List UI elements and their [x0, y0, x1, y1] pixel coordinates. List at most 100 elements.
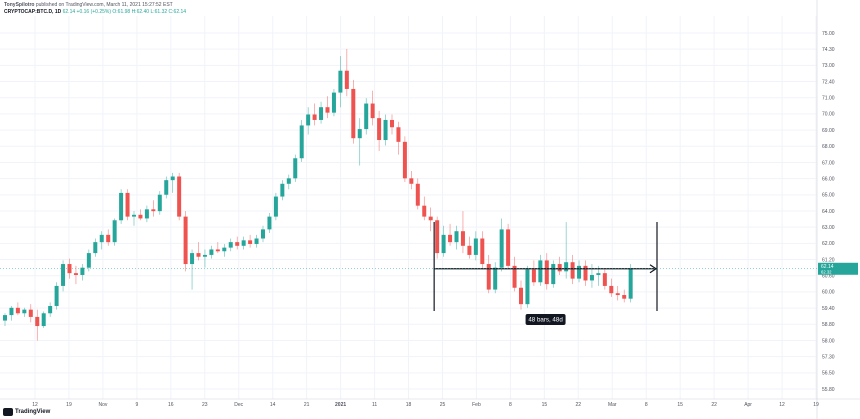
candle — [370, 90, 375, 126]
candle — [357, 118, 362, 166]
x-tick-label: 19 — [66, 402, 72, 408]
candle — [583, 260, 588, 286]
ohlc-values: O:61.98 H:62.40 L:61.32 C:62.14 — [112, 9, 187, 15]
candle — [183, 211, 188, 272]
candle — [312, 103, 317, 126]
candle — [61, 260, 66, 292]
candle — [577, 260, 582, 283]
last-value: 62.14 — [62, 9, 76, 15]
y-tick-label: 67.00 — [822, 160, 835, 166]
candle-body — [570, 262, 575, 279]
last-price-value: 62.14 — [821, 264, 834, 270]
candle — [331, 88, 336, 117]
candle — [267, 212, 272, 234]
candle-body — [441, 234, 446, 254]
candle-body — [357, 129, 362, 139]
price-axis[interactable]: 75.00 74.30 73.00 72.40 71.00 70.00 69.00 68.00… — [816, 0, 835, 419]
candle-body — [370, 103, 375, 119]
candle — [28, 304, 33, 323]
candle — [209, 245, 214, 259]
candle — [538, 254, 543, 286]
candle-body — [480, 238, 485, 265]
candle-body — [628, 268, 633, 299]
candle — [628, 264, 633, 303]
candle-body — [170, 176, 175, 181]
candle — [54, 282, 59, 310]
candle — [215, 242, 220, 254]
candle-body — [531, 269, 536, 283]
candle — [441, 225, 446, 257]
candle — [261, 225, 265, 243]
candle-body — [93, 242, 98, 254]
candle-body — [54, 285, 59, 306]
candle-body — [467, 245, 472, 255]
candle — [222, 243, 227, 257]
candle-body — [338, 70, 343, 93]
candle — [138, 209, 143, 221]
candle — [319, 101, 324, 124]
candle-body — [222, 247, 227, 252]
x-tick-label: 19 — [813, 402, 819, 408]
candle-body — [99, 234, 104, 243]
candle — [106, 229, 111, 246]
candle — [299, 119, 304, 162]
candle-body — [448, 234, 453, 243]
candle-body — [583, 265, 588, 281]
candle-body — [344, 70, 349, 89]
candle-body — [183, 216, 188, 265]
candle — [364, 98, 369, 135]
candle-body — [261, 229, 265, 239]
candle — [293, 154, 298, 182]
x-tick-label: Dec — [234, 402, 243, 408]
candle — [325, 96, 330, 119]
candle-body — [138, 214, 143, 219]
symbol-name: CRYPTOCAP:BTC.D, 1D — [4, 9, 62, 15]
candle-body — [125, 192, 130, 217]
x-tick-label: 22 — [711, 402, 717, 408]
candle-body — [280, 183, 285, 197]
candle — [467, 236, 472, 259]
x-tick-label: 22 — [576, 402, 582, 408]
y-tick-label: 74.30 — [822, 47, 835, 53]
candle-body — [132, 214, 136, 217]
candle — [80, 264, 85, 281]
candle — [344, 48, 349, 97]
candle — [602, 269, 607, 290]
candle-body — [557, 264, 562, 272]
candle — [235, 236, 240, 250]
brand-name: TradingView — [15, 409, 51, 415]
candle-body — [248, 240, 253, 244]
x-tick-label: 23 — [202, 402, 208, 408]
candle — [35, 309, 40, 341]
candle-body — [493, 267, 498, 290]
candle-body — [9, 307, 14, 316]
x-tick-label: 21 — [304, 402, 310, 408]
time-axis[interactable]: 12 19 Nov 9 16 23 Dec 14 21 2021 11 18 25 Feb 8 15 22 Mar… — [0, 398, 860, 408]
candle-body — [73, 273, 78, 275]
y-tick-label: 58.80 — [822, 322, 835, 328]
candle — [228, 238, 233, 252]
candle — [170, 172, 175, 193]
candle — [409, 171, 414, 190]
candle — [241, 236, 246, 250]
x-tick-label: Nov — [98, 402, 107, 408]
candle-body — [22, 309, 27, 314]
candle-body — [80, 267, 85, 275]
candle-body — [209, 249, 214, 255]
candle — [422, 196, 427, 221]
candle-body — [267, 216, 272, 230]
x-tick-label: 11 — [372, 402, 377, 408]
candle-body — [577, 265, 582, 279]
candle — [144, 205, 149, 223]
candle — [460, 211, 465, 254]
candle-body — [3, 315, 7, 321]
candle-body — [61, 264, 66, 286]
symbol-info: CRYPTOCAP:BTC.D, 1D 62.14 +0.16 (+0.25%)… — [4, 9, 186, 15]
candle — [112, 218, 117, 246]
x-tick-label: 16 — [168, 402, 174, 408]
tradingview-icon — [3, 408, 13, 416]
y-tick-label: 57.30 — [822, 354, 835, 360]
candle-body — [551, 264, 556, 285]
